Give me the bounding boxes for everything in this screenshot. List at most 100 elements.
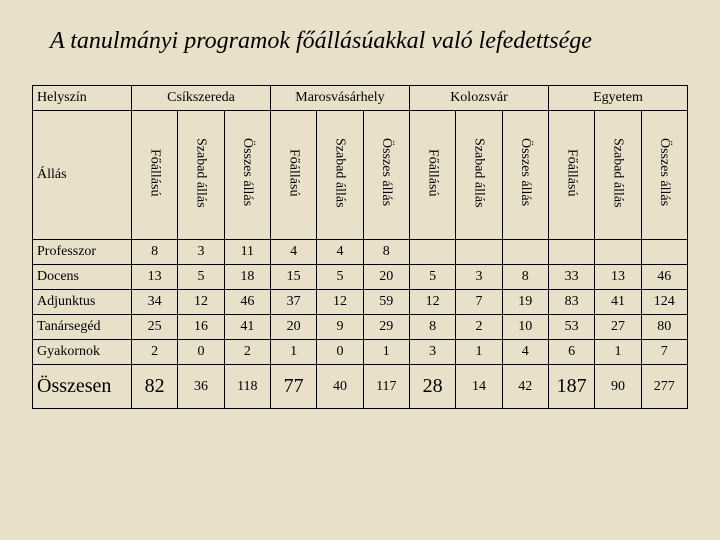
cell: 27 bbox=[595, 315, 641, 340]
footer-row: Összesen 82 36 118 77 40 117 28 14 42 18… bbox=[33, 365, 688, 409]
footer-cell: 28 bbox=[409, 365, 455, 409]
sub-label: Szabad állás bbox=[332, 138, 347, 208]
cell: 5 bbox=[317, 265, 363, 290]
cell: 11 bbox=[224, 240, 270, 265]
cell: 7 bbox=[641, 340, 687, 365]
sub-1-0: Főállású bbox=[270, 111, 316, 240]
cell: 12 bbox=[317, 290, 363, 315]
footer-cell: 82 bbox=[132, 365, 178, 409]
cell: 53 bbox=[548, 315, 594, 340]
cell: 25 bbox=[132, 315, 178, 340]
cell bbox=[409, 240, 455, 265]
cell: 5 bbox=[409, 265, 455, 290]
cell: 8 bbox=[132, 240, 178, 265]
sub-label: Összes állás bbox=[240, 138, 255, 206]
sub-3-1: Szabad állás bbox=[595, 111, 641, 240]
cell: 12 bbox=[178, 290, 224, 315]
footer-cell: 40 bbox=[317, 365, 363, 409]
cell: 20 bbox=[270, 315, 316, 340]
sub-0-2: Összes állás bbox=[224, 111, 270, 240]
cell: 8 bbox=[363, 240, 409, 265]
table-row: Docens1351815520538331346 bbox=[33, 265, 688, 290]
sub-label: Összes állás bbox=[379, 138, 394, 206]
row-name: Professzor bbox=[33, 240, 132, 265]
loc-3: Egyetem bbox=[548, 86, 687, 111]
loc-0: Csíkszereda bbox=[132, 86, 271, 111]
cell: 8 bbox=[409, 315, 455, 340]
sub-label: Összes állás bbox=[657, 138, 672, 206]
footer-cell: 77 bbox=[270, 365, 316, 409]
sub-1-1: Szabad állás bbox=[317, 111, 363, 240]
row-name: Docens bbox=[33, 265, 132, 290]
cell: 83 bbox=[548, 290, 594, 315]
sub-label: Szabad állás bbox=[471, 138, 486, 208]
sub-2-2: Összes állás bbox=[502, 111, 548, 240]
cell: 7 bbox=[456, 290, 502, 315]
corner-top-label: Helyszín bbox=[33, 86, 132, 111]
footer-cell: 14 bbox=[456, 365, 502, 409]
cell: 41 bbox=[595, 290, 641, 315]
cell: 4 bbox=[317, 240, 363, 265]
cell bbox=[548, 240, 594, 265]
cell: 1 bbox=[270, 340, 316, 365]
cell: 29 bbox=[363, 315, 409, 340]
cell: 10 bbox=[502, 315, 548, 340]
table-row: Gyakornok202101314617 bbox=[33, 340, 688, 365]
table-row: Adjunktus341246371259127198341124 bbox=[33, 290, 688, 315]
cell: 12 bbox=[409, 290, 455, 315]
row-name: Adjunktus bbox=[33, 290, 132, 315]
sub-2-0: Főállású bbox=[409, 111, 455, 240]
footer-cell: 36 bbox=[178, 365, 224, 409]
cell: 0 bbox=[317, 340, 363, 365]
loc-2: Kolozsvár bbox=[409, 86, 548, 111]
cell: 0 bbox=[178, 340, 224, 365]
cell: 5 bbox=[178, 265, 224, 290]
cell: 46 bbox=[224, 290, 270, 315]
page-title: A tanulmányi programok főállásúakkal val… bbox=[50, 28, 688, 55]
sub-label: Szabad állás bbox=[610, 138, 625, 208]
cell: 3 bbox=[409, 340, 455, 365]
sub-2-1: Szabad állás bbox=[456, 111, 502, 240]
table-row: Professzor8311448 bbox=[33, 240, 688, 265]
sub-label: Szabad állás bbox=[193, 138, 208, 208]
cell bbox=[456, 240, 502, 265]
sub-0-0: Főállású bbox=[132, 111, 178, 240]
footer-cell: 277 bbox=[641, 365, 687, 409]
cell: 1 bbox=[363, 340, 409, 365]
cell: 2 bbox=[224, 340, 270, 365]
cell: 2 bbox=[456, 315, 502, 340]
cell: 13 bbox=[595, 265, 641, 290]
row-name: Gyakornok bbox=[33, 340, 132, 365]
cell: 16 bbox=[178, 315, 224, 340]
cell: 3 bbox=[178, 240, 224, 265]
subcolumn-header-row: Állás Főállású Szabad állás Összes állás… bbox=[33, 111, 688, 240]
cell: 3 bbox=[456, 265, 502, 290]
sub-3-2: Összes állás bbox=[641, 111, 687, 240]
sub-label: Összes állás bbox=[518, 138, 533, 206]
cell: 6 bbox=[548, 340, 594, 365]
cell: 37 bbox=[270, 290, 316, 315]
sub-label: Főállású bbox=[564, 149, 579, 196]
loc-1: Marosvásárhely bbox=[270, 86, 409, 111]
footer-cell: 90 bbox=[595, 365, 641, 409]
footer-cell: 187 bbox=[548, 365, 594, 409]
footer-cell: 117 bbox=[363, 365, 409, 409]
cell: 41 bbox=[224, 315, 270, 340]
sub-0-1: Szabad állás bbox=[178, 111, 224, 240]
cell: 34 bbox=[132, 290, 178, 315]
cell: 46 bbox=[641, 265, 687, 290]
cell: 59 bbox=[363, 290, 409, 315]
sub-1-2: Összes állás bbox=[363, 111, 409, 240]
cell bbox=[595, 240, 641, 265]
location-header-row: Helyszín Csíkszereda Marosvásárhely Kolo… bbox=[33, 86, 688, 111]
sub-3-0: Főállású bbox=[548, 111, 594, 240]
footer-label: Összesen bbox=[33, 365, 132, 409]
cell: 33 bbox=[548, 265, 594, 290]
row-name: Tanársegéd bbox=[33, 315, 132, 340]
cell: 9 bbox=[317, 315, 363, 340]
cell: 20 bbox=[363, 265, 409, 290]
footer-cell: 118 bbox=[224, 365, 270, 409]
cell: 4 bbox=[270, 240, 316, 265]
footer-cell: 42 bbox=[502, 365, 548, 409]
cell bbox=[641, 240, 687, 265]
